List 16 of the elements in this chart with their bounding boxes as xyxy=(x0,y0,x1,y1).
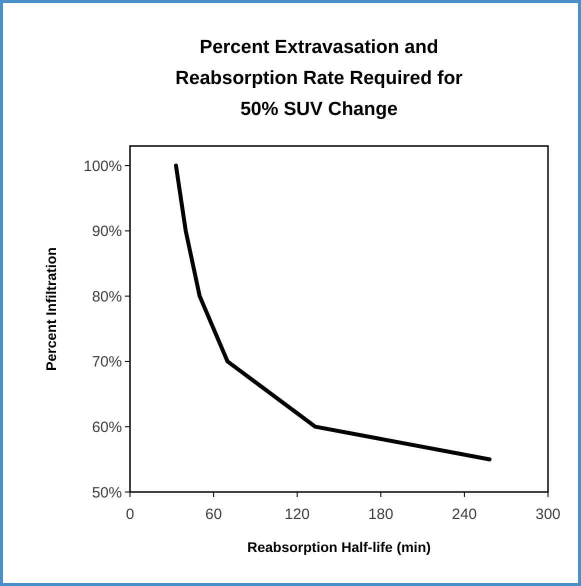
y-tick-label: 100% xyxy=(84,158,122,175)
x-tick-label: 240 xyxy=(452,506,477,523)
y-tick-label: 80% xyxy=(92,288,122,306)
y-tick-label: 50% xyxy=(92,484,122,502)
x-tick-label: 180 xyxy=(368,506,394,523)
y-axis-title: Percent Infiltration xyxy=(43,247,59,371)
x-axis-title: Reabsorption Half-life (min) xyxy=(247,539,431,555)
y-tick-label: 60% xyxy=(92,418,122,436)
x-tick-label: 60 xyxy=(205,506,222,523)
x-tick-label: 120 xyxy=(284,506,310,523)
line-series xyxy=(174,164,492,462)
y-tick-label: 90% xyxy=(92,223,122,240)
y-tick-label: 70% xyxy=(92,354,122,371)
x-tick-label: 0 xyxy=(126,506,134,523)
chart-title: Percent Extravasation and Reabsorption Rate Required for 50% SUV Change xyxy=(175,37,464,120)
x-tick-label: 300 xyxy=(535,506,561,523)
